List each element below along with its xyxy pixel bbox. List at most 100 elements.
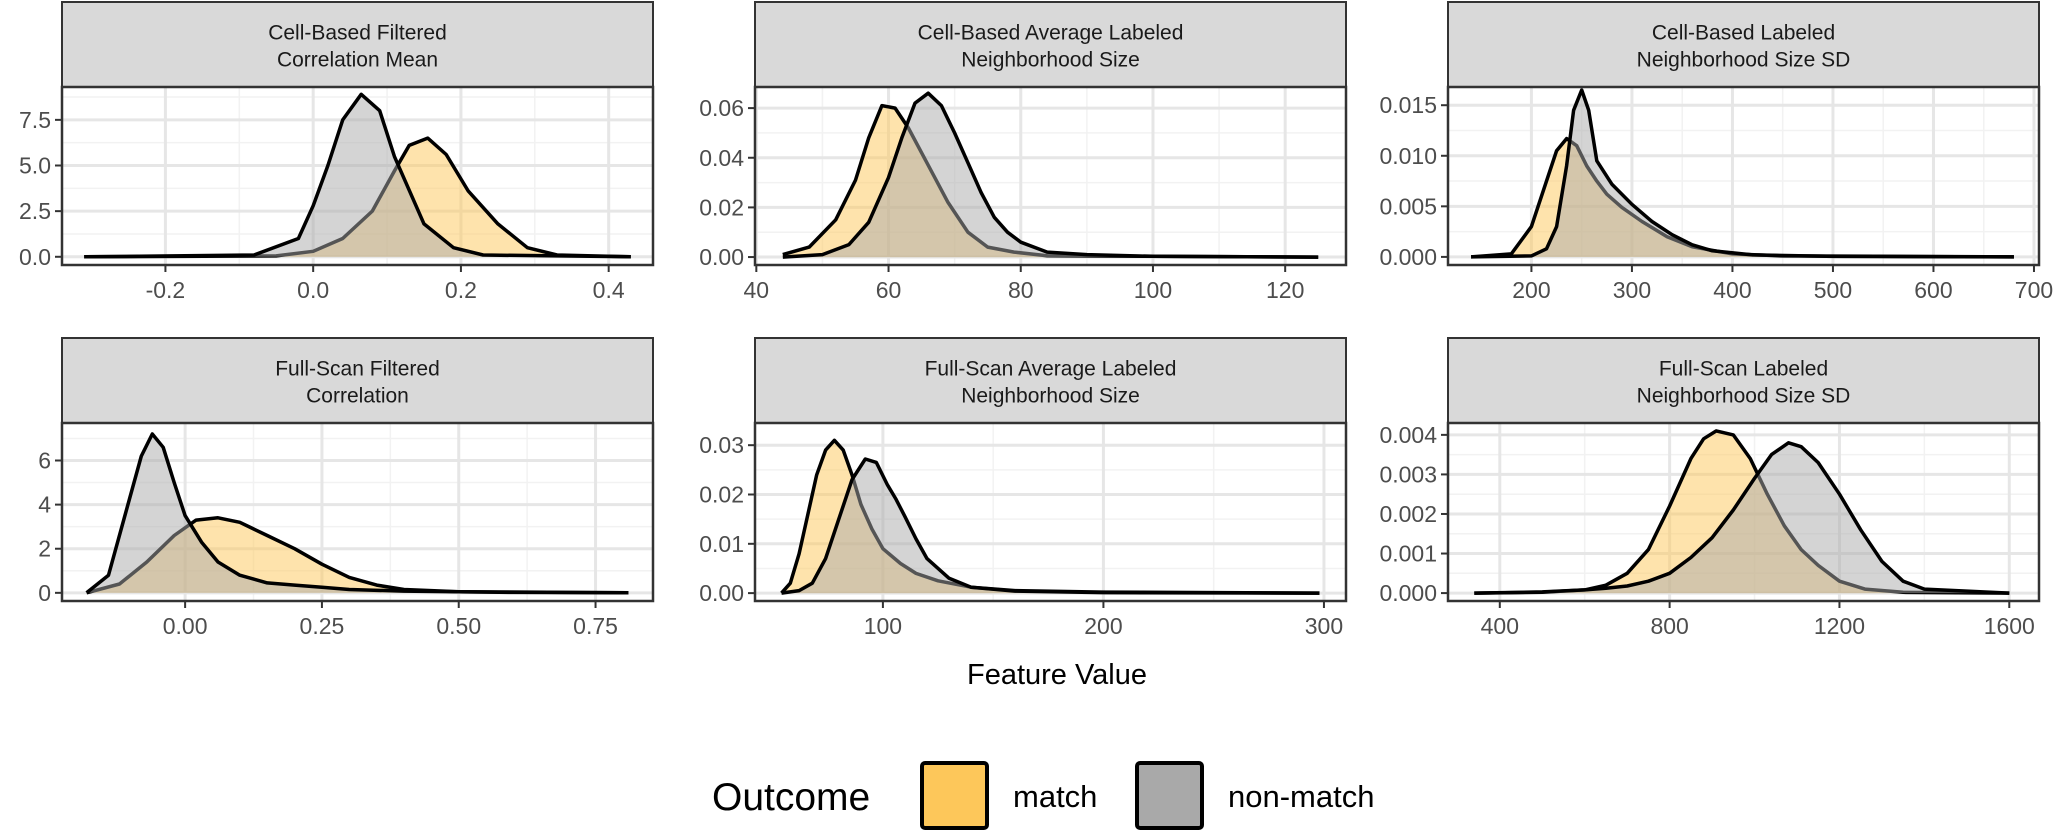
x-tick-label: -0.2 [146, 277, 186, 303]
x-tick-label: 1600 [1984, 613, 2035, 639]
density-line-non-match [1471, 88, 2014, 259]
x-tick-label: 400 [1713, 277, 1751, 303]
facet-panels: Cell-Based Filtered Correlation Mean -0.2 0… [19, 1, 2053, 639]
x-tick-label: 200 [1084, 613, 1122, 639]
x-tick-label: 80 [1008, 277, 1034, 303]
facet-panel-3: Cell-Based Labeled Neighborhood Size SD 20… [1379, 1, 2053, 303]
density-area-non-match [86, 434, 629, 593]
x-tick-label: 100 [864, 613, 902, 639]
panel-border [60, 421, 655, 603]
y-tick-label: 0.010 [1379, 143, 1437, 169]
facet-panel-1: Cell-Based Filtered Correlation Mean -0.2 0… [19, 1, 655, 303]
x-tick-label: 1200 [1814, 613, 1865, 639]
panel-border [753, 421, 1348, 603]
facet-title-line: Neighborhood Size SD [1637, 385, 1851, 408]
x-axis-title: Feature Value [967, 659, 1147, 691]
x-tick-label: 400 [1481, 613, 1519, 639]
x-tick-label: 700 [2015, 277, 2053, 303]
facet-panel-6: Full-Scan Labeled Neighborhood Size SD 400… [1379, 337, 2041, 639]
facet-title-line: Cell-Based Average Labeled [918, 22, 1184, 45]
facet-title-line: Correlation [306, 385, 409, 408]
x-tick-label: 120 [1266, 277, 1304, 303]
x-tick-label: 40 [744, 277, 770, 303]
y-tick-label: 0.005 [1379, 193, 1437, 219]
facet-title-line: Neighborhood Size [961, 49, 1140, 72]
x-tick-label: 0.4 [593, 277, 625, 303]
y-tick-label: 0.02 [699, 481, 744, 507]
y-tick-label: 0.06 [699, 95, 744, 121]
y-tick-label: 0.00 [699, 244, 744, 270]
facet-title-line: Correlation Mean [277, 49, 438, 72]
density-line-non-match [1474, 441, 2010, 595]
facet-title-line: Neighborhood Size SD [1637, 49, 1851, 72]
density-line-non-match [782, 91, 1319, 259]
y-tick-label: 0.02 [699, 194, 744, 220]
y-tick-label: 4 [38, 492, 51, 518]
panel-border [60, 85, 655, 267]
x-tick-label: 800 [1650, 613, 1688, 639]
facet-strip [754, 1, 1347, 88]
y-tick-label: 5.0 [19, 153, 51, 179]
y-tick-label: 0.000 [1379, 580, 1437, 606]
legend-title: Outcome [712, 776, 870, 819]
density-line-non-match [84, 92, 631, 259]
panel-border [1446, 85, 2041, 267]
facet-strip [1447, 1, 2040, 88]
y-tick-label: 0.03 [699, 432, 744, 458]
facet-panel-5: Full-Scan Average Labeled Neighborhood Si… [699, 337, 1348, 639]
y-tick-label: 0 [38, 580, 51, 606]
density-area-non-match [1474, 442, 2010, 594]
facet-panel-2: Cell-Based Average Labeled Neighborhood S… [699, 1, 1348, 303]
legend-key-non-match [1135, 761, 1204, 830]
x-tick-label: 0.0 [297, 277, 329, 303]
facet-strip [61, 337, 654, 424]
density-line-non-match [781, 457, 1320, 595]
y-tick-label: 0.002 [1379, 501, 1437, 527]
facet-panel-4: Full-Scan Filtered Correlation 0.00 0.25 0.5… [38, 337, 655, 639]
legend-label-match: match [1013, 779, 1097, 814]
x-tick-label: 0.75 [573, 613, 618, 639]
y-tick-label: 0.04 [699, 145, 744, 171]
x-tick-label: 200 [1512, 277, 1550, 303]
density-area-non-match [1471, 90, 2014, 257]
facet-title-line: Cell-Based Filtered [268, 22, 447, 45]
y-tick-label: 0.004 [1379, 422, 1437, 448]
facet-strip [1447, 337, 2040, 424]
x-tick-label: 0.00 [163, 613, 208, 639]
x-tick-label: 500 [1814, 277, 1852, 303]
y-tick-label: 0.01 [699, 531, 744, 557]
y-tick-label: 0.000 [1379, 244, 1437, 270]
facet-title-line: Full-Scan Filtered [275, 358, 440, 381]
y-tick-label: 6 [38, 447, 51, 473]
density-area-non-match [782, 93, 1319, 258]
legend: Outcome match non-match [712, 761, 1374, 830]
panel-border [1446, 421, 2041, 603]
x-tick-label: 60 [876, 277, 902, 303]
x-tick-label: 600 [1914, 277, 1952, 303]
x-tick-label: 300 [1305, 613, 1343, 639]
x-tick-label: 300 [1613, 277, 1651, 303]
y-tick-label: 0.003 [1379, 461, 1437, 487]
density-line-non-match [85, 432, 629, 595]
density-area-non-match [84, 94, 631, 257]
facet-title-line: Cell-Based Labeled [1652, 22, 1835, 45]
facet-title-line: Full-Scan Labeled [1659, 358, 1828, 381]
x-tick-label: 0.2 [445, 277, 477, 303]
facet-strip [61, 1, 654, 88]
y-tick-label: 2 [38, 536, 51, 562]
y-tick-label: 0.00 [699, 580, 744, 606]
legend-label-non-match: non-match [1228, 779, 1374, 814]
y-tick-label: 7.5 [19, 107, 51, 133]
legend-key-match [920, 761, 989, 830]
y-tick-label: 0.001 [1379, 541, 1437, 567]
y-tick-label: 2.5 [19, 198, 51, 224]
panel-border [753, 85, 1348, 267]
density-area-match [84, 138, 631, 257]
y-tick-label: 0.015 [1379, 92, 1437, 118]
facet-strip [754, 337, 1347, 424]
x-tick-label: 0.25 [300, 613, 345, 639]
facet-title-line: Full-Scan Average Labeled [925, 358, 1177, 381]
x-tick-label: 100 [1134, 277, 1172, 303]
x-tick-label: 0.50 [436, 613, 481, 639]
